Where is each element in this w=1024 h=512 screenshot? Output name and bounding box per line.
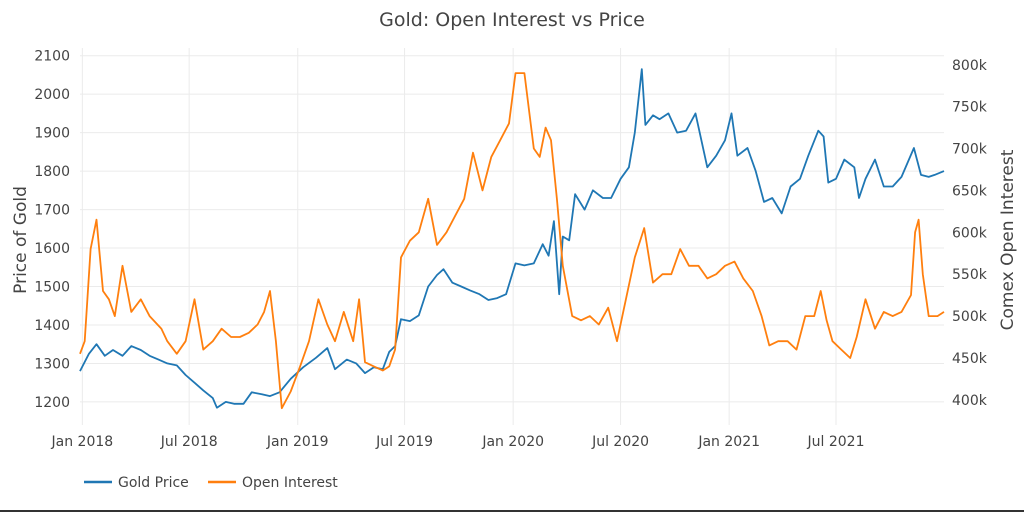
x-tick-label: Jul 2019 [375,434,433,450]
y-tick-label: 1300 [34,356,70,372]
legend-item-gold-price[interactable]: Gold Price [84,475,189,491]
legend-label-open-interest: Open Interest [242,475,338,491]
x-tick-label: Jan 2019 [266,434,329,450]
y-tick-label: 1200 [34,395,70,411]
bottom-divider [0,510,1024,512]
y-tick-label: 1900 [34,126,70,142]
y2-tick-label: 650k [952,183,988,199]
y2-tick-label: 700k [952,142,988,158]
y2-tick-label: 450k [952,351,988,367]
gridlines [80,48,944,425]
y-axis-right-label: Comex Open Interest [998,149,1018,330]
x-axis-ticks: Jan 2018 Jul 2018 Jan 2019 Jul 2019 Jan 2020… [51,434,865,450]
y-tick-label: 1800 [34,164,70,180]
series-line-gold-price [79,68,945,409]
y2-tick-label: 500k [952,309,988,325]
y-tick-label: 2000 [34,87,70,103]
y2-tick-label: 800k [952,58,988,74]
x-tick-label: Jul 2020 [591,434,649,450]
x-tick-label: Jan 2021 [697,434,760,450]
y-tick-label: 2100 [34,49,70,65]
legend-label-gold-price: Gold Price [118,475,189,491]
x-tick-label: Jan 2018 [51,434,114,450]
legend-item-open-interest[interactable]: Open Interest [208,475,338,491]
y-tick-label: 1500 [34,280,70,296]
x-tick-label: Jan 2020 [481,434,544,450]
y-axis-left-label: Price of Gold [11,186,31,294]
y2-tick-label: 550k [952,267,988,283]
x-tick-label: Jul 2018 [160,434,218,450]
x-tick-label: Jul 2021 [807,434,865,450]
legend: Gold Price Open Interest [84,475,338,491]
y-tick-label: 1400 [34,318,70,334]
plot-lines [79,68,945,410]
y-tick-label: 1700 [34,203,70,219]
y-tick-label: 1600 [34,241,70,257]
series-line-open-interest [79,72,945,410]
y-axis-right-ticks: 400k 450k 500k 550k 600k 650k 700k 750k 800k [952,58,988,409]
y2-tick-label: 600k [952,225,988,241]
y2-tick-label: 750k [952,100,988,116]
y-axis-left-ticks: 1200 1300 1400 1500 1600 1700 1800 1900 2000 2100 [34,49,70,411]
y2-tick-label: 400k [952,393,988,409]
chart-title: Gold: Open Interest vs Price [379,9,645,31]
